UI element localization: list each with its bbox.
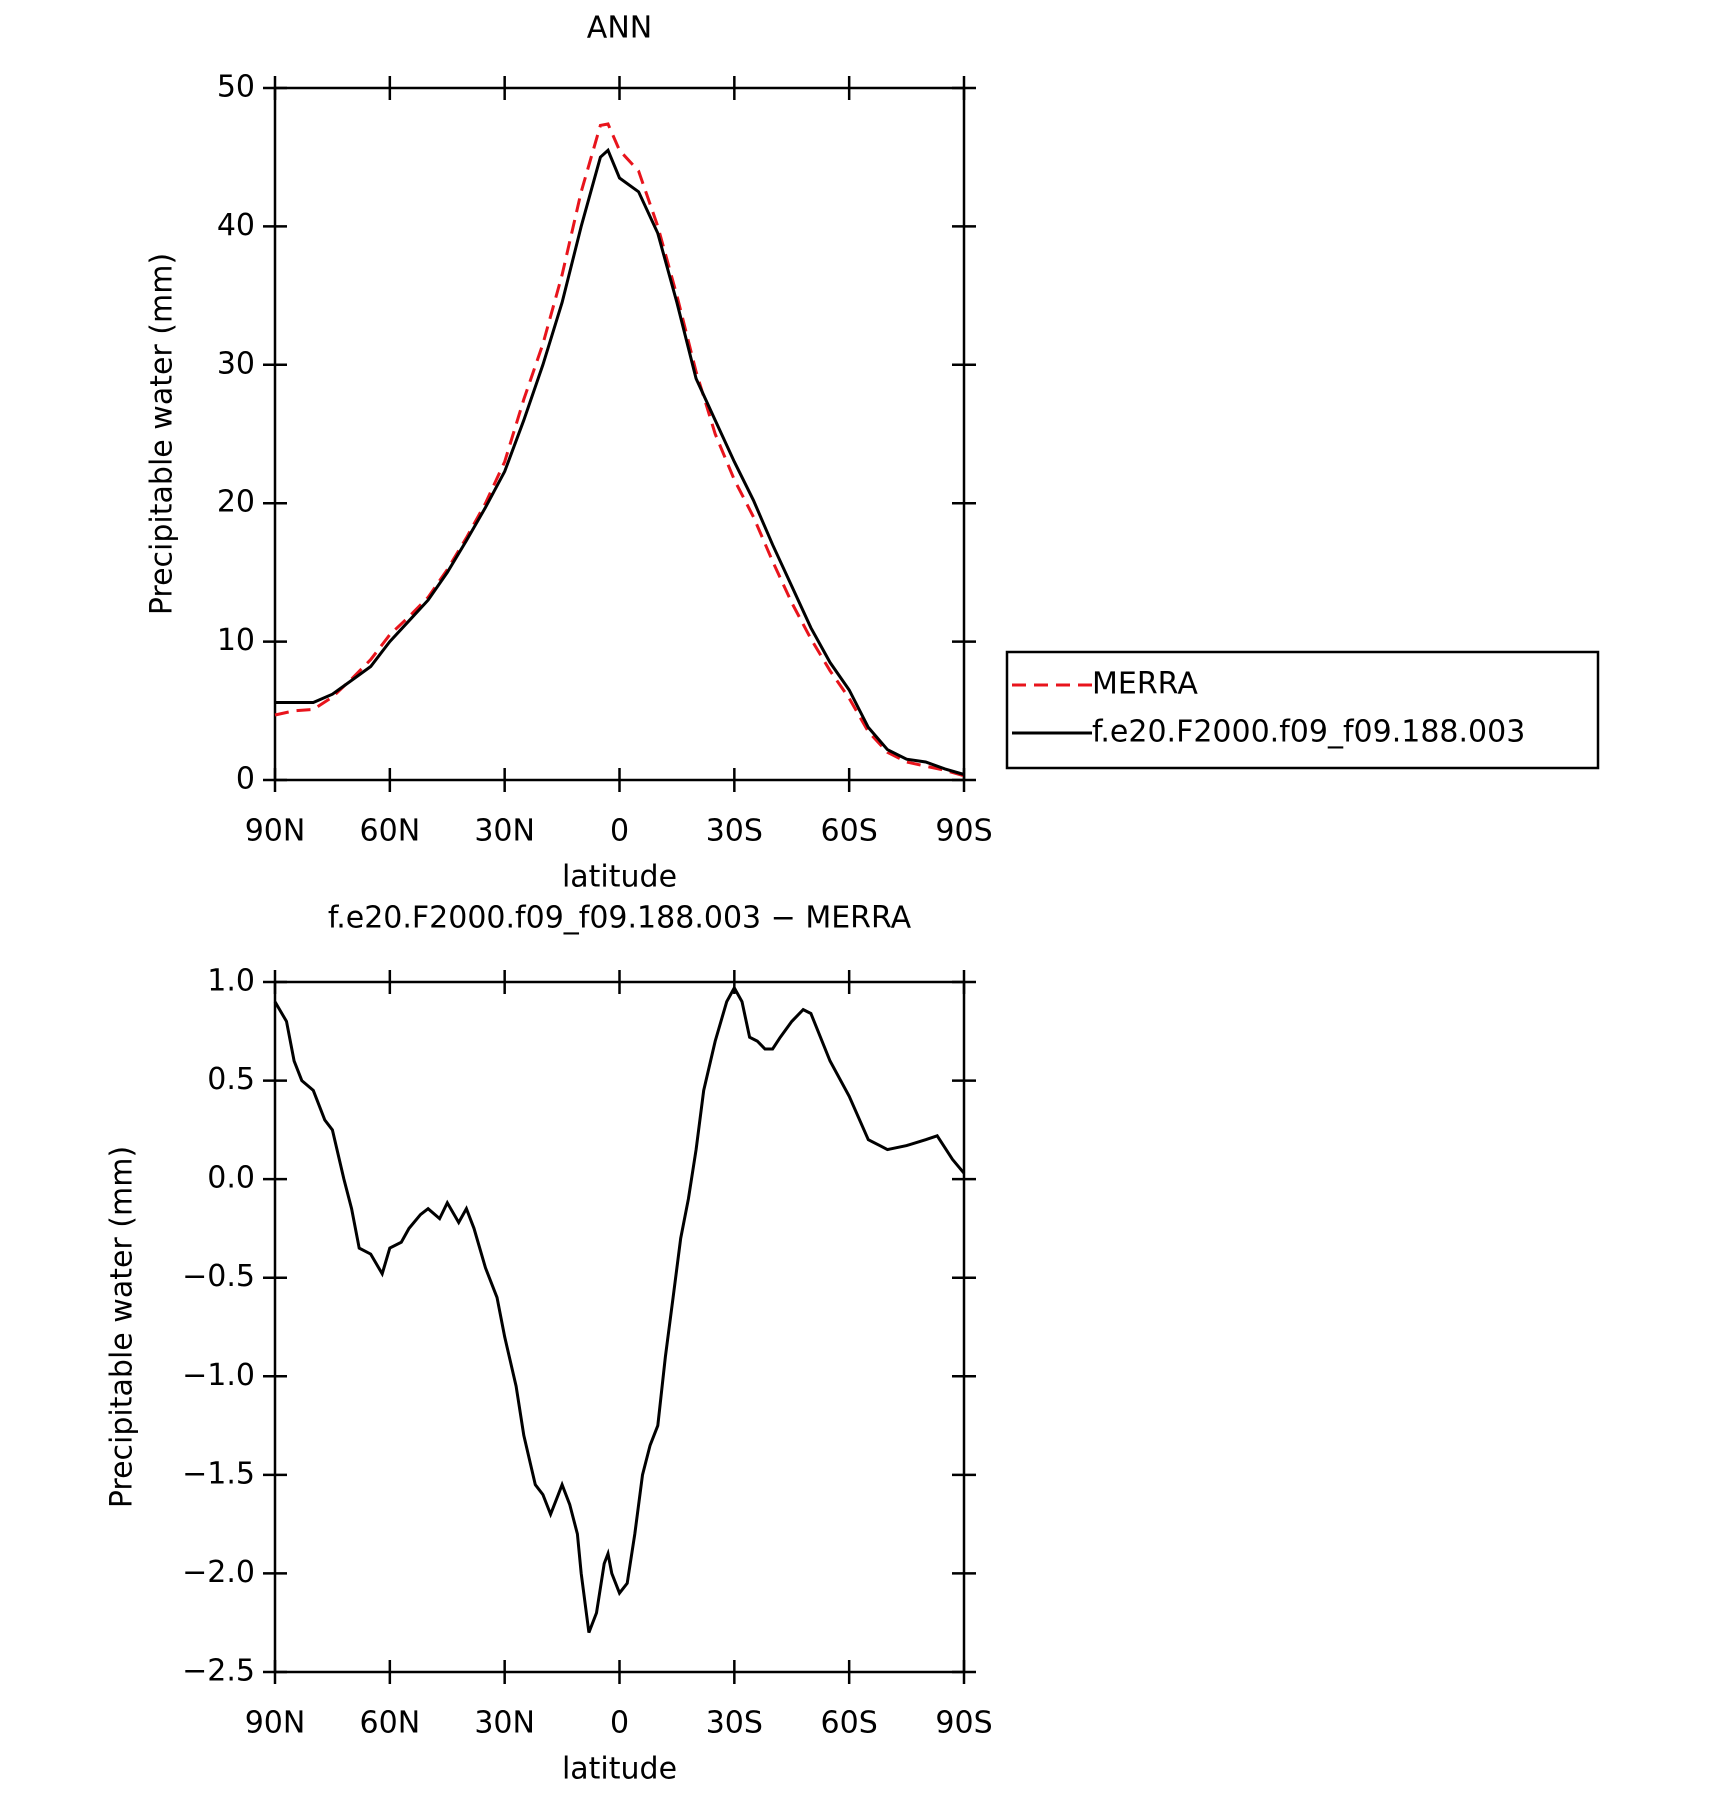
y-tick-label: 20 (217, 485, 255, 520)
x-tick-label: 60N (360, 1706, 421, 1741)
x-tick-label: 90S (935, 814, 992, 849)
x-tick-label: 60S (821, 1706, 878, 1741)
y-tick-label: 0 (236, 762, 255, 797)
legend-label: MERRA (1092, 667, 1198, 702)
data-line (274, 122, 965, 778)
legend-label: f.e20.F2000.f09_f09.188.003 (1092, 715, 1525, 750)
x-tick-label: 30S (706, 1706, 763, 1741)
x-tick-label: 30S (706, 814, 763, 849)
plot-frame (273, 980, 966, 1674)
x-tick-label: 30N (474, 814, 535, 849)
legend-box (1005, 650, 1600, 770)
y-tick-label: 0.5 (207, 1062, 255, 1097)
chart-title: ANN (587, 11, 652, 46)
y-tick-label: 0.0 (207, 1161, 255, 1196)
x-axis-label: latitude (562, 860, 677, 895)
chart-title: f.e20.F2000.f09_f09.188.003 − MERRA (328, 901, 912, 936)
y-tick-label: 50 (217, 70, 255, 105)
y-tick-label: 1.0 (207, 964, 255, 999)
x-tick-label: 30N (474, 1706, 535, 1741)
x-tick-label: 90N (245, 1706, 306, 1741)
x-tick-label: 0 (610, 1706, 629, 1741)
y-tick-label: 40 (217, 208, 255, 243)
x-tick-label: 0 (610, 814, 629, 849)
y-axis-label: Precipitable water (mm) (145, 253, 180, 615)
y-tick-label: 30 (217, 346, 255, 381)
x-axis-label: latitude (562, 1752, 677, 1787)
data-line (275, 147, 965, 776)
y-axis-label: Precipitable water (mm) (105, 1146, 140, 1508)
x-tick-label: 90N (245, 814, 306, 849)
y-tick-label: −2.0 (182, 1555, 255, 1590)
x-tick-label: 90S (935, 1706, 992, 1741)
y-tick-label: −2.5 (182, 1654, 255, 1689)
plot-frame (273, 86, 966, 782)
data-line (273, 984, 966, 1634)
y-tick-label: −1.5 (182, 1456, 255, 1491)
x-tick-label: 60N (360, 814, 421, 849)
y-tick-label: −0.5 (182, 1259, 255, 1294)
y-tick-label: 10 (217, 623, 255, 658)
y-tick-label: −1.0 (182, 1358, 255, 1393)
x-tick-label: 60S (821, 814, 878, 849)
